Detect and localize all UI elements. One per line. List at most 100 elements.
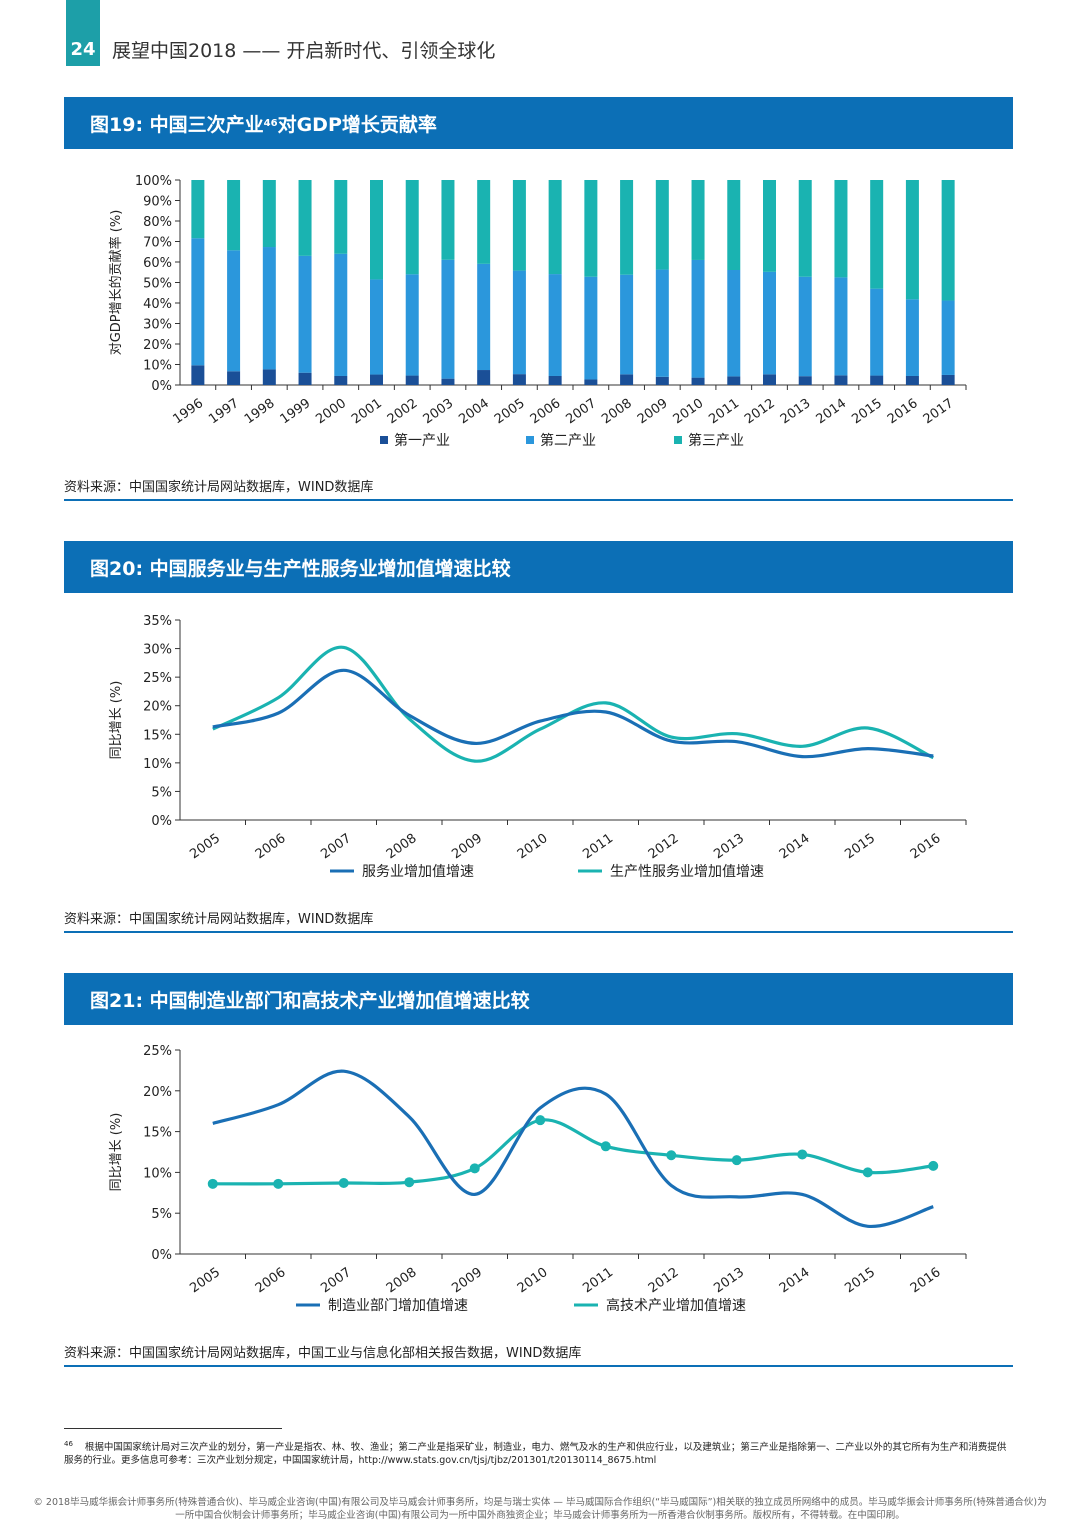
x-tick-label: 2015 — [842, 1265, 878, 1296]
bar-segment — [834, 180, 848, 278]
bar-segment — [548, 180, 562, 275]
bar-segment — [834, 277, 848, 376]
bar-segment — [798, 276, 812, 377]
x-tick-label: 2011 — [706, 396, 742, 427]
bar-segment — [941, 180, 955, 301]
bar-segment — [905, 375, 919, 385]
y-tick-label: 0% — [151, 379, 172, 394]
bar-segment — [512, 180, 526, 271]
legend-label: 第三产业 — [688, 432, 744, 449]
page-number: 24 — [66, 0, 100, 66]
data-point — [207, 1178, 218, 1189]
copyright-notice: © 2018毕马威华振会计师事务所(特殊普通合伙)、毕马威企业咨询(中国)有限公… — [33, 1497, 1047, 1521]
y-tick-label: 40% — [143, 297, 172, 312]
figure-20-source: 资料来源：中国国家统计局网站数据库，WIND数据库 — [64, 912, 374, 927]
x-tick-label: 2006 — [253, 1265, 289, 1296]
bar-segment — [191, 365, 205, 385]
x-tick-label: 2013 — [711, 831, 747, 862]
x-tick-label: 2012 — [646, 831, 682, 862]
bar-segment — [870, 375, 884, 385]
y-tick-label: 20% — [143, 700, 172, 715]
data-point — [666, 1150, 677, 1161]
figure-19-title: 图19: 中国三次产业 46 对GDP增长贡献率 — [64, 97, 1013, 149]
legend-label: 制造业部门增加值增速 — [328, 1298, 468, 1314]
y-tick-label: 10% — [143, 757, 172, 772]
bar-segment — [477, 180, 491, 264]
data-point — [338, 1178, 349, 1189]
legend-label: 服务业增加值增速 — [362, 864, 474, 880]
running-title: 展望中国2018 —— 开启新时代、引领全球化 — [112, 40, 496, 62]
bar-segment — [370, 374, 383, 385]
x-tick-label: 2007 — [318, 831, 354, 862]
y-tick-label: 15% — [143, 1126, 172, 1141]
y-tick-label: 70% — [143, 236, 172, 251]
x-tick-label: 2010 — [515, 831, 551, 862]
x-tick-label: 2017 — [921, 396, 957, 427]
x-tick-label: 2003 — [421, 396, 457, 427]
bar-segment — [763, 271, 776, 375]
x-tick-label: 2007 — [318, 1265, 354, 1296]
x-tick-label: 2000 — [313, 396, 349, 427]
x-tick-label: 2016 — [885, 396, 921, 427]
y-axis-label: 对GDP增长的贡献率 (%) — [108, 210, 124, 356]
data-point — [404, 1177, 415, 1188]
bar-segment — [655, 376, 669, 385]
bar-segment — [441, 180, 455, 260]
x-tick-label: 2015 — [842, 831, 878, 862]
x-tick-label: 1996 — [170, 396, 206, 427]
footnote-marker: 46 — [64, 1440, 73, 1448]
figure-21-title: 图21: 中国制造业部门和高技术产业增加值增速比较 — [64, 973, 1013, 1025]
data-point — [862, 1167, 873, 1178]
x-tick-label: 2015 — [849, 396, 885, 427]
x-tick-label: 2012 — [646, 1265, 682, 1296]
bar-segment — [691, 259, 705, 378]
bar-segment — [941, 300, 955, 375]
data-point — [797, 1149, 808, 1160]
y-tick-label: 60% — [143, 256, 172, 271]
bar-segment — [727, 269, 741, 377]
bar-segment — [798, 180, 812, 277]
data-point — [273, 1178, 284, 1189]
legend-label: 第二产业 — [540, 432, 596, 449]
y-axis-label: 同比增长 (%) — [109, 1113, 124, 1192]
bar-segment — [905, 180, 919, 300]
bar-segment — [870, 180, 884, 289]
y-tick-label: 20% — [143, 1085, 172, 1100]
bar-segment — [941, 374, 955, 385]
figure-20-chart: 0% 5% 10% 15% 20% 25% 30% 35% 同比增长 (%) 2005 2006 20… — [109, 614, 967, 880]
divider — [64, 931, 1013, 933]
x-tick-label: 2009 — [449, 1265, 485, 1296]
bar-segment — [548, 274, 562, 376]
bar-segment — [727, 180, 741, 270]
figure-19-title-main: 图19: 中国三次产业 — [90, 113, 264, 136]
y-tick-label: 90% — [143, 195, 172, 210]
bar-segment — [477, 370, 491, 385]
bar-segment — [405, 375, 419, 385]
x-tick-label: 2012 — [742, 396, 778, 427]
bar-segment — [763, 180, 776, 272]
legend-label: 第一产业 — [394, 432, 450, 449]
data-point — [469, 1163, 480, 1174]
bar-segment — [227, 180, 241, 251]
x-tick-label: 2006 — [528, 396, 564, 427]
figure-21-chart: 0% 5% 10% 15% 20% 25% 同比增长 (%) 2005 2006 2007 2008… — [109, 1044, 967, 1314]
bar-segment — [334, 253, 348, 376]
legend-label: 高技术产业增加值增速 — [606, 1297, 746, 1314]
y-tick-label: 35% — [143, 614, 172, 629]
legend-swatch — [674, 436, 682, 444]
bar-segment — [548, 375, 562, 385]
y-tick-label: 80% — [143, 215, 172, 230]
bar-segment — [227, 250, 241, 372]
y-tick-label: 30% — [143, 318, 172, 333]
bar-segment — [262, 369, 276, 385]
bar-segment — [620, 180, 634, 275]
figure-21-source: 资料来源：中国国家统计局网站数据库，中国工业与信息化部相关报告数据，WIND数据… — [64, 1346, 582, 1361]
x-tick-label: 2006 — [253, 831, 289, 862]
y-tick-label: 20% — [143, 338, 172, 353]
bar-segment — [798, 376, 812, 385]
bar-segment — [620, 374, 634, 385]
data-point — [600, 1141, 611, 1152]
bar-segment — [691, 180, 705, 260]
x-tick-label: 1997 — [206, 396, 242, 427]
bar-segment — [441, 378, 455, 385]
